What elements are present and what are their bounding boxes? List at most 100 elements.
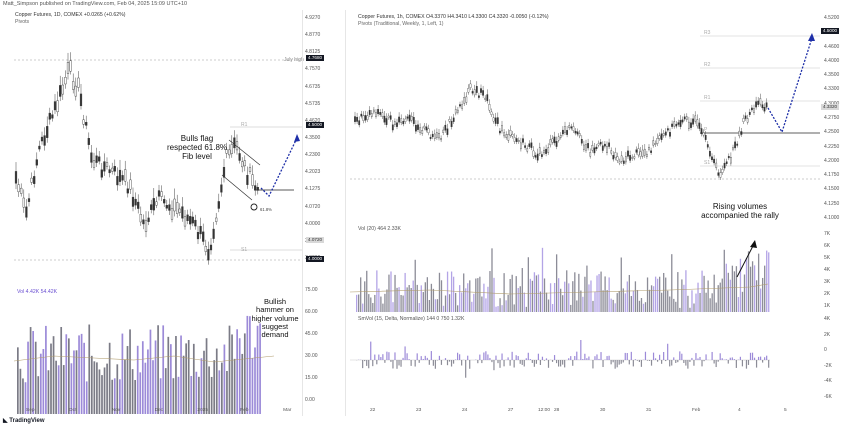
candle-body <box>360 113 363 117</box>
axis-tick: 4.4620 <box>305 117 321 124</box>
delta-bar <box>440 360 443 365</box>
axis-tick: 7K <box>824 231 831 237</box>
right-delta-axis[interactable]: 4K 2K 0 -2K -4K -6K <box>822 315 841 405</box>
volume-bar <box>408 285 410 312</box>
delta-bar <box>539 360 542 365</box>
volume-bar <box>721 278 723 312</box>
right-volume-axis[interactable]: 7K 6K 5K 4K 3K 2K 1K <box>822 231 841 312</box>
candle-body <box>622 160 625 164</box>
volume-bar <box>396 287 398 312</box>
volume-bar <box>671 254 673 312</box>
right-price-axis[interactable]: 4.5200 4.5000 4.4600 4.4000 4.3500 4.3300 4.30… <box>822 10 841 222</box>
delta-bar <box>764 357 766 360</box>
candle-body <box>387 115 390 118</box>
axis-tick: 2K <box>824 331 831 338</box>
right-cvd-label[interactable]: SmVol (15, Delta, Normalize) 144 0 750 1… <box>358 316 465 322</box>
volume-bar <box>238 338 241 414</box>
right-volume-chart[interactable] <box>350 232 820 322</box>
volume-bar <box>380 296 382 312</box>
candle-body <box>77 77 80 88</box>
delta-bar <box>755 360 758 368</box>
right-symbol-title[interactable]: Copper Futures, 1h, COMEX O4.3370 H4.341… <box>358 14 549 20</box>
delta-bar <box>467 355 469 360</box>
volume-bar <box>467 283 469 312</box>
left-price-axis[interactable]: 4.9270 4.8770 4.8125 4.7570 4.6735 4.5735 4.46… <box>303 10 343 268</box>
candle-body <box>165 205 168 209</box>
candle-body <box>38 145 41 150</box>
time-tick: 27 <box>508 408 514 413</box>
delta-bar <box>733 359 735 360</box>
candle-body <box>241 161 244 168</box>
volume-bar <box>497 306 499 312</box>
axis-tick: 4.5200 <box>824 15 840 21</box>
right-indicator-label[interactable]: Pivots (Traditional, Weekly, 1, Left, 1) <box>358 21 444 27</box>
left-volume-label[interactable]: Vol 4.42K 54.42K <box>17 289 58 295</box>
candle-body <box>679 120 682 127</box>
right-delta-chart[interactable] <box>350 322 820 417</box>
time-tick: 12:00 <box>538 408 551 413</box>
volume-bar <box>45 325 47 414</box>
left-indicator-label[interactable]: Pivots <box>15 19 30 25</box>
delta-bar <box>382 354 384 360</box>
volume-bar <box>568 283 570 312</box>
left-time-axis[interactable]: Sep Oct Nov Dec 2025 Feb Mar <box>14 407 302 417</box>
delta-bar <box>553 355 556 360</box>
publish-header: Matt_Simpson published on TradingView.co… <box>3 1 188 7</box>
candle-body <box>616 156 619 161</box>
time-tick: Nov <box>111 408 121 413</box>
tradingview-logo[interactable]: ◣ TradingView <box>3 417 45 424</box>
volume-bar <box>111 379 114 414</box>
candle-body <box>610 150 613 154</box>
delta-bar <box>485 351 487 360</box>
volume-bar <box>735 266 738 312</box>
right-price-chart[interactable] <box>350 10 820 222</box>
delta-bar <box>628 360 630 365</box>
volume-bar <box>249 316 251 414</box>
volume-bar <box>479 276 481 312</box>
volume-bar <box>564 281 566 312</box>
delta-bar <box>525 358 527 360</box>
candle-body <box>438 133 440 139</box>
candle-body <box>601 145 604 151</box>
right-volume-label[interactable]: Vol (20) 464 2.33K <box>358 226 401 232</box>
volume-bar <box>62 365 65 414</box>
candle-body <box>150 204 153 210</box>
candle-body <box>431 133 434 138</box>
delta-bar <box>537 353 539 360</box>
delta-bar <box>741 360 744 367</box>
candle-body <box>727 156 730 159</box>
volume-bar <box>416 284 418 312</box>
candle-body <box>417 124 419 130</box>
volume-bar <box>218 370 221 414</box>
volume-bar <box>182 355 185 414</box>
candle-body <box>446 128 449 135</box>
volume-bar <box>73 350 75 414</box>
volume-bar <box>757 253 760 312</box>
volume-bar <box>646 277 649 312</box>
left-volume-chart[interactable] <box>14 286 302 416</box>
delta-bar <box>612 360 614 363</box>
left-symbol-title[interactable]: Copper Futures, 1D, COMEX +0.0265 (+0.62… <box>15 12 126 18</box>
volume-bar <box>499 298 501 312</box>
trend-arrow-head <box>750 240 757 248</box>
candle-body <box>662 133 665 136</box>
volume-bar <box>364 281 366 312</box>
projection-arrow <box>260 137 298 198</box>
delta-bar <box>487 354 489 360</box>
left-volume-axis[interactable]: 75.00 60.00 45.00 30.00 15.00 0.00 <box>303 286 343 406</box>
candle-body <box>709 151 711 157</box>
volume-bar <box>205 338 208 414</box>
delta-bar <box>362 360 364 369</box>
left-price-chart[interactable] <box>14 10 302 268</box>
axis-tick: 4.4600 <box>824 43 840 50</box>
candle-body <box>759 98 762 105</box>
volume-bar <box>604 276 606 312</box>
candle-body <box>157 190 161 197</box>
volume-bar <box>27 341 29 414</box>
candle-body <box>763 107 766 112</box>
right-time-axis[interactable]: 22 23 24 27 28 30 31 Feb 4 5 12:00 <box>350 407 820 417</box>
delta-bar <box>596 354 598 360</box>
candle-body <box>209 244 213 251</box>
volume-bar <box>149 329 152 414</box>
axis-tick: 4.8125 <box>305 49 321 56</box>
